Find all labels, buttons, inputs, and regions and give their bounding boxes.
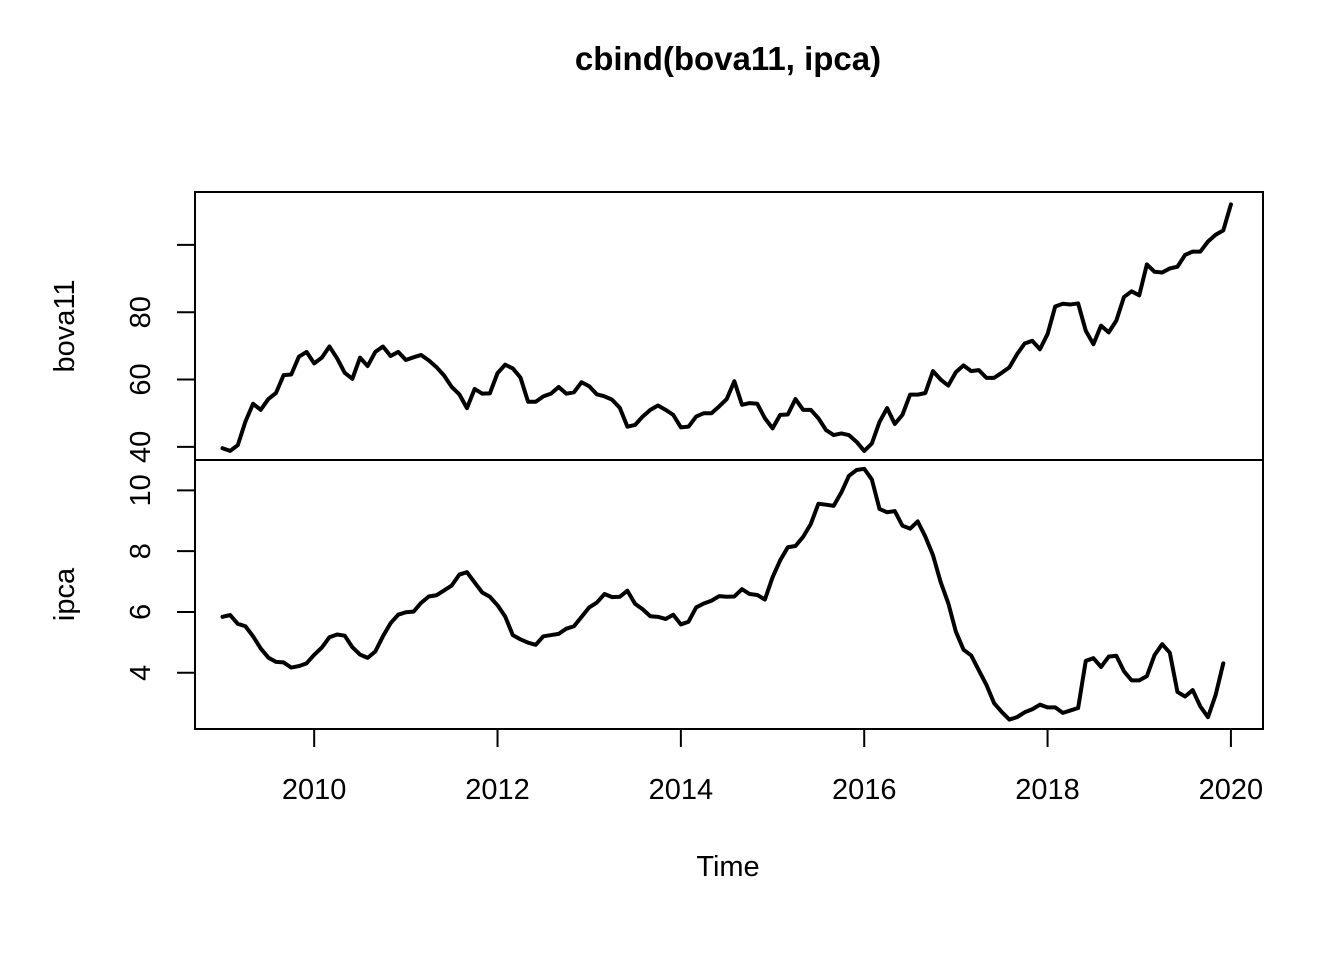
y-tick-label-ipca-0: 4 bbox=[125, 665, 157, 681]
y-axis-label-bova11: bova11 bbox=[49, 280, 81, 373]
y-tick-label-bova11-2: 80 bbox=[125, 296, 157, 328]
x-tick-label-5: 2020 bbox=[1199, 774, 1264, 806]
y-tick-label-bova11-1: 60 bbox=[125, 363, 157, 395]
panel-bova11: 40 60 80 bova11 bbox=[49, 191, 1264, 463]
panel-frame-ipca bbox=[194, 459, 1264, 730]
series-line-ipca bbox=[220, 466, 1226, 722]
y-tick-label-ipca-1: 6 bbox=[125, 604, 157, 620]
x-tick-label-1: 2012 bbox=[465, 774, 530, 806]
panel-ipca: 4 6 8 10 ipca bbox=[49, 459, 1264, 730]
x-tick-label-3: 2016 bbox=[832, 774, 897, 806]
series-line-bova11 bbox=[220, 202, 1233, 453]
y-tick-label-ipca-2: 8 bbox=[125, 543, 157, 559]
y-tick-label-ipca-3: 10 bbox=[125, 474, 157, 506]
x-axis: 2010 2012 2014 2016 2018 2020 bbox=[282, 728, 1264, 806]
chart-title: cbind(bova11, ipca) bbox=[575, 40, 881, 77]
y-tick-label-bova11-0: 40 bbox=[125, 431, 157, 463]
x-tick-label-4: 2018 bbox=[1015, 774, 1080, 806]
x-axis-label: Time bbox=[696, 851, 759, 883]
y-axis-label-ipca: ipca bbox=[49, 567, 81, 621]
x-tick-label-2: 2014 bbox=[649, 774, 714, 806]
panels-group: 40 60 80 bova11 4 6 8 10 ipca bbox=[49, 191, 1264, 730]
x-tick-label-0: 2010 bbox=[282, 774, 347, 806]
